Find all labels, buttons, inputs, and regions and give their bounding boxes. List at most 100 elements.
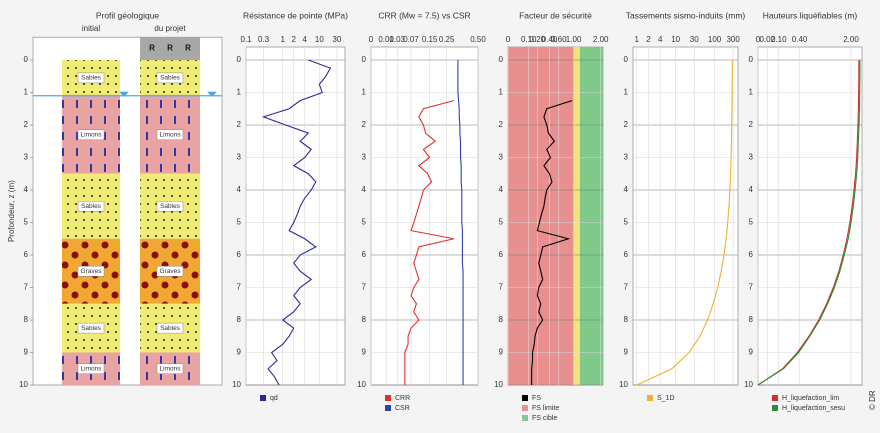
legend-swatch xyxy=(647,395,653,401)
y-tick-label: 6 xyxy=(749,250,754,259)
x-tick-label: 1 xyxy=(280,35,285,44)
layer-label: Limons xyxy=(81,131,103,138)
y-tick-label: 3 xyxy=(624,153,629,162)
y-tick-label: 2 xyxy=(749,120,754,129)
y-tick-label: 4 xyxy=(362,185,367,194)
y-tick-label: 3 xyxy=(499,153,504,162)
legend-label: CSR xyxy=(395,405,410,412)
x-tick-label: 2.00 xyxy=(843,35,859,44)
y-tick-label: 9 xyxy=(624,348,629,357)
y-tick-label: 10 xyxy=(357,380,366,389)
y-tick-label: 8 xyxy=(499,315,504,324)
figure: © DR Profil géologique012345678910Profon… xyxy=(0,0,880,428)
y-tick-label: 2 xyxy=(499,120,504,129)
y-tick-label: 5 xyxy=(24,218,29,227)
x-tick-label: 0.40 xyxy=(792,35,808,44)
x-tick-label: 0.3 xyxy=(258,35,270,44)
legend-label: FS cible xyxy=(532,415,557,422)
y-tick-label: 9 xyxy=(362,348,367,357)
fill-label: R xyxy=(167,44,173,53)
legend-swatch xyxy=(772,405,778,411)
y-tick-label: 5 xyxy=(362,218,367,227)
legend-label: H_liquefaction_sesu xyxy=(782,405,845,412)
x-tick-label: 0.1 xyxy=(240,35,252,44)
layer-label: Sables xyxy=(160,203,181,210)
y-tick-label: 1 xyxy=(499,88,504,97)
y-axis-label: Profondeur, z (m) xyxy=(7,180,16,242)
y-tick-label: 8 xyxy=(24,315,29,324)
x-tick-label: 0 xyxy=(369,35,374,44)
plot-area xyxy=(246,47,345,385)
y-tick-label: 1 xyxy=(624,88,629,97)
y-tick-label: 10 xyxy=(744,380,753,389)
x-tick-label: 4 xyxy=(658,35,663,44)
y-tick-label: 4 xyxy=(749,185,754,194)
y-tick-label: 6 xyxy=(237,250,242,259)
panel-title: Facteur de sécurité xyxy=(519,10,592,20)
y-tick-label: 1 xyxy=(362,88,367,97)
zone xyxy=(574,47,580,385)
y-tick-label: 2 xyxy=(362,120,367,129)
y-tick-label: 8 xyxy=(624,315,629,324)
y-tick-label: 6 xyxy=(362,250,367,259)
y-tick-label: 7 xyxy=(499,283,504,292)
layer-label: Sables xyxy=(81,325,102,332)
y-tick-label: 8 xyxy=(362,315,367,324)
y-tick-label: 7 xyxy=(24,283,29,292)
x-tick-label: 30 xyxy=(332,35,341,44)
panel-title: Résistance de pointe (MPa) xyxy=(243,10,348,20)
x-tick-label: 0.15 xyxy=(422,35,438,44)
y-tick-label: 9 xyxy=(499,348,504,357)
column-label: du projet xyxy=(154,24,186,33)
fill-label: R xyxy=(185,44,191,53)
legend-swatch xyxy=(522,405,528,411)
y-tick-label: 9 xyxy=(749,348,754,357)
x-tick-label: 1.00 xyxy=(566,35,582,44)
y-tick-label: 5 xyxy=(624,218,629,227)
y-tick-label: 4 xyxy=(499,185,504,194)
fill-label: R xyxy=(149,44,155,53)
legend-label: S_1D xyxy=(657,395,675,402)
layer-label: Graves xyxy=(81,268,103,275)
y-tick-label: 9 xyxy=(24,348,29,357)
credit: © DR xyxy=(868,390,877,410)
x-tick-label: 30 xyxy=(690,35,699,44)
legend-swatch xyxy=(522,395,528,401)
y-tick-label: 10 xyxy=(232,380,241,389)
panel-title: Tassements sismo-induits (mm) xyxy=(626,10,746,20)
y-tick-label: 5 xyxy=(237,218,242,227)
y-tick-label: 8 xyxy=(237,315,242,324)
y-tick-label: 0 xyxy=(362,55,367,64)
x-tick-label: 2 xyxy=(291,35,296,44)
y-tick-label: 0 xyxy=(624,55,629,64)
y-tick-label: 2 xyxy=(24,120,29,129)
y-tick-label: 7 xyxy=(624,283,629,292)
y-tick-label: 0 xyxy=(237,55,242,64)
legend-label: FS xyxy=(532,395,541,402)
x-tick-label: 300 xyxy=(726,35,740,44)
y-tick-label: 3 xyxy=(749,153,754,162)
zone xyxy=(580,47,603,385)
y-tick-label: 5 xyxy=(499,218,504,227)
panel-title: Profil géologique xyxy=(96,10,160,20)
x-tick-label: 100 xyxy=(708,35,722,44)
x-tick-label: 10 xyxy=(671,35,680,44)
y-tick-label: 3 xyxy=(362,153,367,162)
panel-title: CRR (Mw = 7.5) vs CSR xyxy=(378,10,470,20)
y-tick-label: 0 xyxy=(24,55,29,64)
y-tick-label: 7 xyxy=(362,283,367,292)
layer-label: Graves xyxy=(160,268,182,275)
layer-label: Sables xyxy=(81,75,102,82)
y-tick-label: 10 xyxy=(19,380,28,389)
layer-label: Sables xyxy=(160,75,181,82)
layer-label: Limons xyxy=(160,365,182,372)
y-tick-label: 1 xyxy=(749,88,754,97)
y-tick-label: 4 xyxy=(24,185,29,194)
x-tick-label: 2 xyxy=(646,35,651,44)
layer-label: Limons xyxy=(160,131,182,138)
layer-label: Sables xyxy=(81,203,102,210)
y-tick-label: 1 xyxy=(237,88,242,97)
legend-swatch xyxy=(385,395,391,401)
legend-swatch xyxy=(522,415,528,421)
y-tick-label: 5 xyxy=(749,218,754,227)
